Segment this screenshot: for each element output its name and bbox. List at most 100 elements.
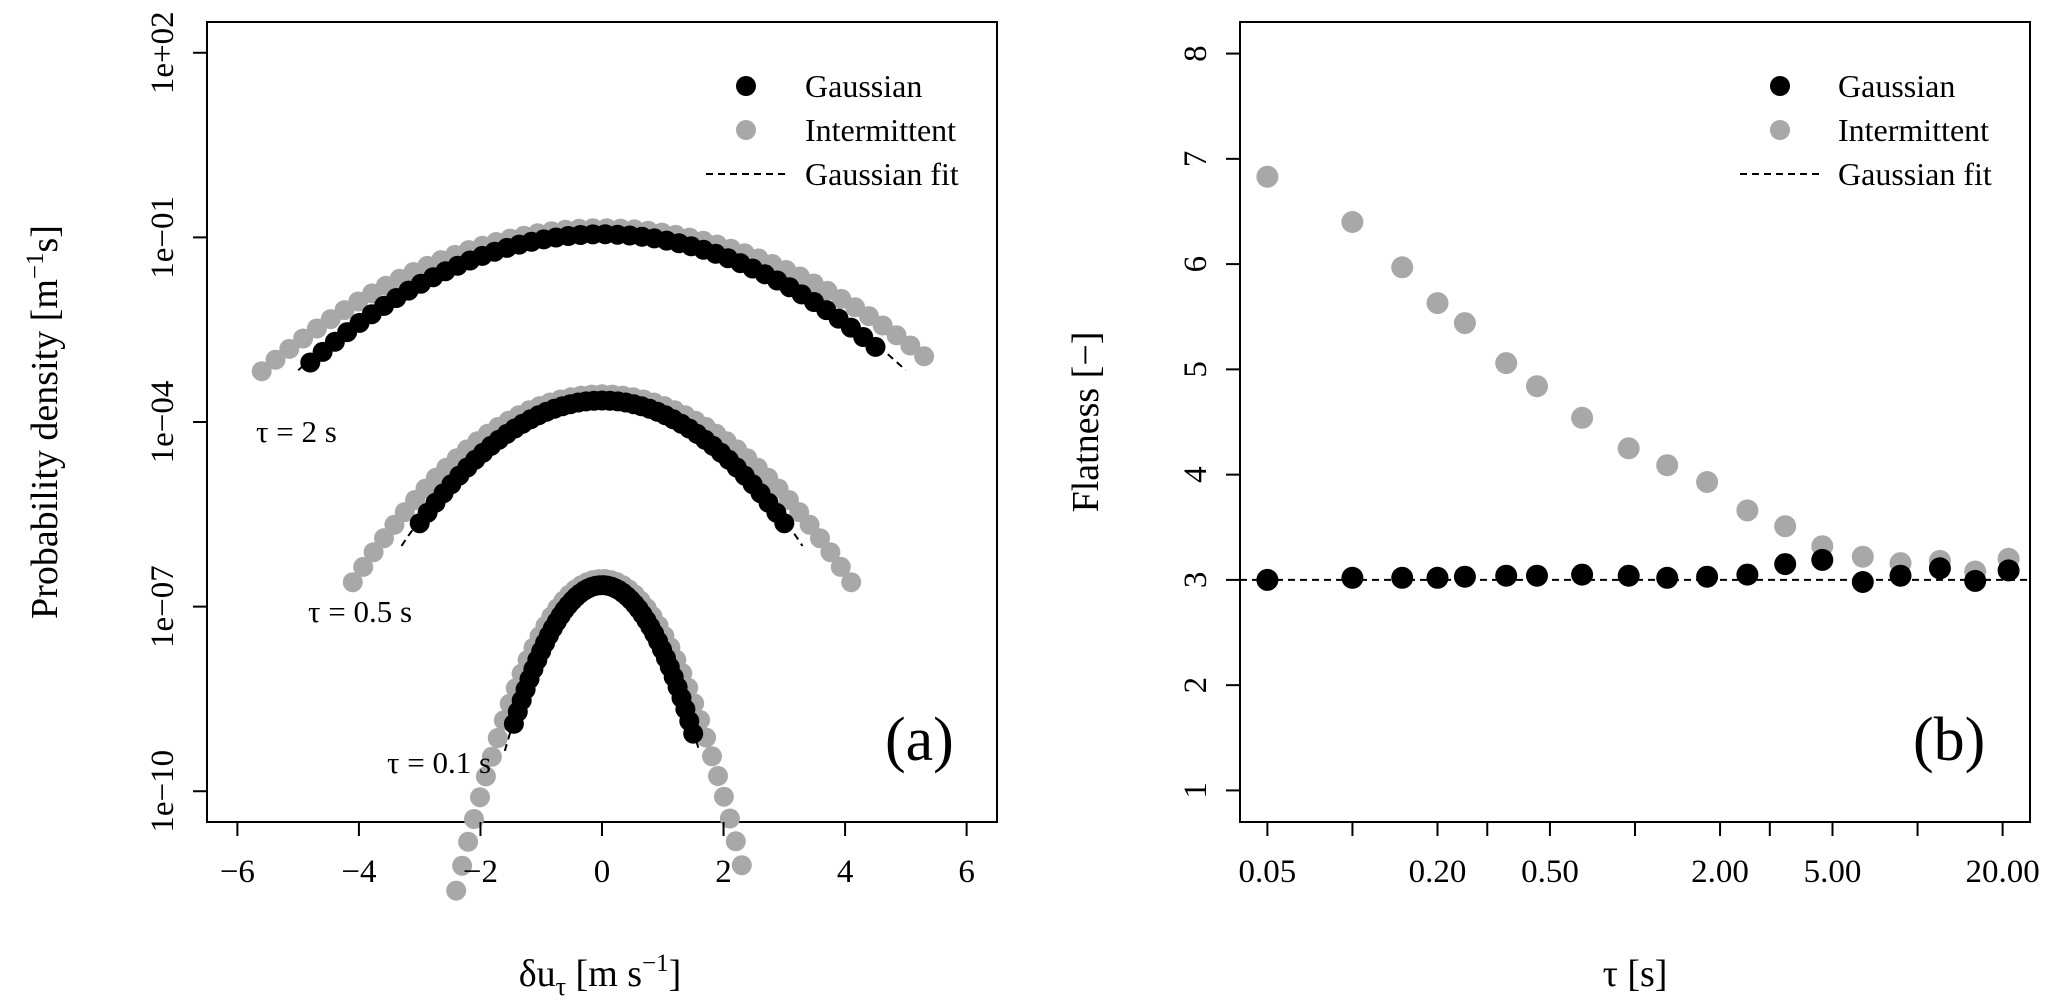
panel-b-gaussian-points xyxy=(1256,548,2020,593)
panel-b-legend-gaussian-marker xyxy=(1770,76,1790,96)
b-intermittent-point xyxy=(1341,211,1364,233)
a-intermittent-point xyxy=(446,880,467,901)
b-y-tick-label: 8 xyxy=(1178,45,1214,62)
a-intermittent-point xyxy=(458,831,479,852)
panel-b-ylabel: Flatness [−] xyxy=(1065,332,1107,513)
a-y-tick-label: 1e−01 xyxy=(145,196,181,279)
a-x-tick-label: 0 xyxy=(594,854,611,890)
b-gaussian-point xyxy=(1391,566,1414,589)
panel-b-xlabel: τ [s] xyxy=(1603,953,1668,995)
b-intermittent-point xyxy=(1495,352,1518,375)
a-x-tick-label: −2 xyxy=(463,854,498,890)
panel-a-legend-intermittent-marker xyxy=(736,120,756,140)
b-intermittent-point xyxy=(1426,292,1449,315)
b-x-tick-label: 0.20 xyxy=(1409,854,1467,890)
a-intermittent-point xyxy=(719,808,740,829)
b-y-tick-label: 1 xyxy=(1178,782,1214,799)
panel-a-legend-intermittent-label: Intermittent xyxy=(805,112,956,148)
b-intermittent-point xyxy=(1656,454,1679,477)
panel-a-xlabel-sub: τ xyxy=(556,972,566,1001)
panel-a-legend: Gaussian Intermittent Gaussian fit xyxy=(706,68,959,192)
a-intermittent-point xyxy=(713,786,734,807)
a-intermittent-point xyxy=(464,809,484,829)
panel-a-x-ticks: −6 −4 −2 0 2 4 6 xyxy=(220,822,975,890)
a-x-tick-label: 2 xyxy=(715,854,732,890)
b-gaussian-point xyxy=(1774,553,1797,576)
a-intermittent-point xyxy=(481,746,502,767)
b-y-tick-label: 3 xyxy=(1178,572,1214,589)
b-intermittent-point xyxy=(1391,256,1414,279)
panel-a-ylabel-tail: s] xyxy=(24,225,66,252)
b-intermittent-point xyxy=(1453,312,1476,335)
b-gaussian-point xyxy=(1426,566,1449,589)
a-intermittent-point xyxy=(702,746,722,767)
a-intermittent-point xyxy=(342,572,363,593)
b-gaussian-point xyxy=(1617,564,1640,587)
panel-b-label: (b) xyxy=(1913,706,1985,774)
b-x-tick-label: 0.05 xyxy=(1239,854,1297,890)
panel-b-legend-gaussian-label: Gaussian xyxy=(1838,68,1955,104)
b-gaussian-point xyxy=(1656,566,1679,589)
a-intermittent-point xyxy=(914,346,935,367)
annotation-tau-2s: τ = 2 s xyxy=(256,414,337,449)
a-y-tick-label: 1e+02 xyxy=(145,11,181,94)
a-x-tick-label: 6 xyxy=(958,854,975,890)
panel-b-legend-intermittent-marker xyxy=(1770,120,1790,140)
b-y-tick-label: 7 xyxy=(1178,151,1214,168)
b-gaussian-point xyxy=(1256,568,1279,591)
a-intermittent-point xyxy=(353,556,374,577)
a-intermittent-point xyxy=(872,315,893,336)
a-intermittent-point xyxy=(470,787,490,808)
panel-b-intermittent-points xyxy=(1256,165,2020,583)
a-intermittent-point xyxy=(279,338,300,359)
panel-a-legend-fit-label: Gaussian fit xyxy=(805,156,959,192)
a-intermittent-point xyxy=(487,728,508,748)
a-y-tick-label: 1e−10 xyxy=(145,750,181,833)
b-intermittent-point xyxy=(1774,515,1797,538)
panel-a-xlabel-unit: [m s xyxy=(566,953,642,995)
panel-a-ylabel-main: Probability density [m xyxy=(24,279,66,619)
b-intermittent-point xyxy=(1851,545,1874,568)
b-intermittent-point xyxy=(1617,437,1640,460)
a-intermittent-point xyxy=(363,542,384,563)
a-intermittent-point xyxy=(810,528,830,549)
a-x-tick-label: −4 xyxy=(341,854,376,890)
panel-a-xlabel-sup: −1 xyxy=(642,950,669,977)
a-y-tick-label: 1e−04 xyxy=(145,381,181,464)
a-intermittent-point xyxy=(731,855,752,876)
panel-b-legend-intermittent-label: Intermittent xyxy=(1838,112,1989,148)
a-x-tick-label: −6 xyxy=(220,854,255,890)
b-gaussian-point xyxy=(1736,563,1759,586)
panel-a-y-ticks: 1e+02 1e−01 1e−04 1e−07 1e−10 xyxy=(145,11,207,833)
b-gaussian-point xyxy=(1889,564,1912,587)
a-intermittent-point xyxy=(265,349,286,370)
panel-a-xlabel: δuτ [m s−1] xyxy=(519,950,682,1001)
a-intermittent-point xyxy=(900,335,921,356)
b-gaussian-point xyxy=(1526,564,1548,587)
annotation-tau-0.5s: τ = 0.5 s xyxy=(308,594,412,629)
b-intermittent-point xyxy=(1736,499,1759,522)
panel-a: −6 −4 −2 0 2 4 6 1e+02 1e−01 1e−04 1e−07 1e−10 Pro… xyxy=(22,11,998,1001)
a-intermittent-point xyxy=(293,328,314,349)
a-gaussian-point xyxy=(683,723,704,744)
b-gaussian-point xyxy=(1453,565,1476,588)
panel-b-x-ticks: 0.05 0.20 0.50 2.00 5.00 20.00 xyxy=(1239,822,2040,890)
panel-a-legend-gaussian-marker xyxy=(736,76,756,96)
b-gaussian-point xyxy=(1928,557,1951,580)
panel-a-gaussian-points xyxy=(300,224,886,744)
b-intermittent-point xyxy=(1526,375,1548,398)
b-gaussian-point xyxy=(1696,565,1719,588)
b-gaussian-point xyxy=(1495,564,1518,587)
b-x-tick-label: 20.00 xyxy=(1965,854,2039,890)
a-intermittent-point xyxy=(886,325,907,346)
a-y-tick-label: 1e−07 xyxy=(145,565,181,648)
panel-b-y-ticks: 1 2 3 4 5 6 7 8 xyxy=(1178,45,1240,799)
a-intermittent-point xyxy=(708,766,728,786)
b-x-tick-label: 5.00 xyxy=(1804,854,1862,890)
a-gaussian-point xyxy=(865,336,886,357)
b-intermittent-point xyxy=(1696,471,1719,493)
panel-b: 0.05 0.20 0.50 2.00 5.00 20.00 1 2 3 4 5 6 7 8 Flatn… xyxy=(1065,21,2040,995)
panel-a-xlabel-close: ] xyxy=(669,953,682,995)
a-intermittent-point xyxy=(820,542,841,563)
panel-a-label: (a) xyxy=(885,706,954,774)
